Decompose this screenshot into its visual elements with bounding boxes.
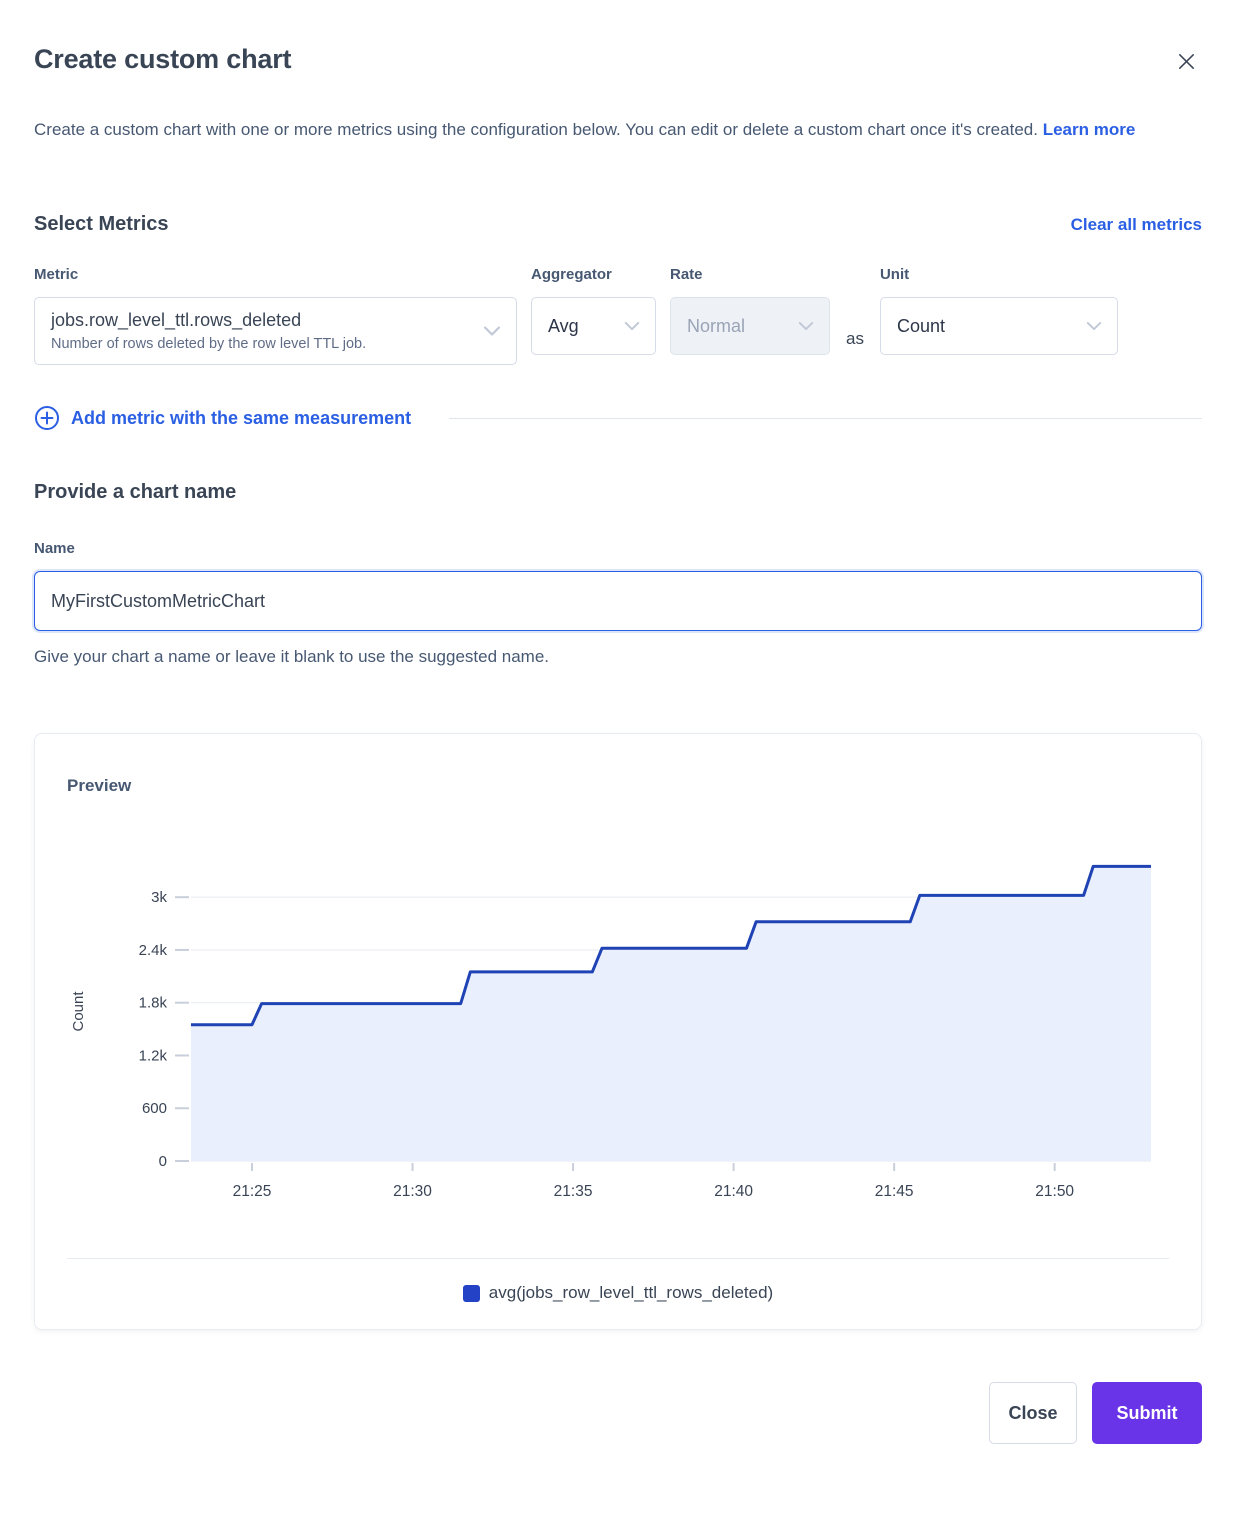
legend-divider xyxy=(67,1258,1169,1259)
svg-text:21:30: 21:30 xyxy=(393,1183,432,1200)
legend-swatch xyxy=(462,1284,480,1302)
dialog-description: Create a custom chart with one or more m… xyxy=(34,111,1194,149)
unit-column: Unit Count xyxy=(879,266,1118,365)
metric-label: Metric xyxy=(34,266,79,283)
preview-card: Preview 0 600 1.2k 1.8k 2.4k 3k 21:25 21:30 21:3… xyxy=(34,733,1202,1330)
clear-all-metrics-link[interactable]: Clear all metrics xyxy=(1070,215,1202,234)
legend-series-label: avg(jobs_row_level_ttl_rows_deleted) xyxy=(488,1283,774,1302)
description-text: Create a custom chart with one or more m… xyxy=(34,120,1038,139)
dialog-footer: Close Submit xyxy=(34,1382,1202,1444)
rate-select-value: Normal xyxy=(687,315,746,336)
metric-section-divider xyxy=(449,417,1202,419)
close-icon xyxy=(1175,54,1198,76)
chart-name-input[interactable] xyxy=(34,571,1202,631)
metric-select-description: Number of rows deleted by the row level … xyxy=(51,336,367,352)
svg-text:600: 600 xyxy=(142,1100,167,1117)
select-metrics-header: Select Metrics Clear all metrics xyxy=(34,213,1202,236)
svg-text:Count: Count xyxy=(70,991,87,1032)
svg-text:1.2k: 1.2k xyxy=(139,1047,168,1064)
unit-select-value: Count xyxy=(896,315,946,336)
svg-text:1.8k: 1.8k xyxy=(139,995,168,1012)
add-metric-link[interactable]: Add metric with the same measurement xyxy=(34,405,411,431)
page-title: Create custom chart xyxy=(34,44,292,74)
chart-name-heading: Provide a chart name xyxy=(34,481,237,503)
chart-legend: avg(jobs_row_level_ttl_rows_deleted) xyxy=(67,1283,1169,1303)
svg-text:3k: 3k xyxy=(151,889,167,906)
svg-text:0: 0 xyxy=(159,1153,167,1170)
name-helper-text: Give your chart a name or leave it blank… xyxy=(34,647,550,666)
rate-column: Rate Normal xyxy=(670,266,830,365)
rate-label: Rate xyxy=(670,266,703,283)
svg-text:21:45: 21:45 xyxy=(875,1183,914,1200)
svg-text:2.4k: 2.4k xyxy=(139,942,168,959)
chevron-down-icon xyxy=(483,326,501,337)
dialog-header: Create custom chart xyxy=(34,44,1202,77)
svg-text:21:25: 21:25 xyxy=(233,1183,272,1200)
chevron-down-icon xyxy=(624,321,640,331)
preview-heading: Preview xyxy=(67,776,132,795)
submit-button[interactable]: Submit xyxy=(1092,1382,1202,1444)
unit-label: Unit xyxy=(879,266,910,283)
add-metric-link-label: Add metric with the same measurement xyxy=(71,407,412,428)
close-button[interactable]: Close xyxy=(989,1382,1077,1444)
chevron-down-icon xyxy=(1086,321,1102,331)
rate-select-disabled: Normal xyxy=(670,297,830,355)
create-custom-chart-dialog: Create custom chart Create a custom char… xyxy=(34,44,1202,1444)
as-connector-label: as xyxy=(846,329,864,348)
metric-column: Metric jobs.row_level_ttl.rows_deleted N… xyxy=(34,266,517,365)
plus-circle-icon xyxy=(34,405,60,431)
aggregator-select-value: Avg xyxy=(548,315,579,336)
aggregator-label: Aggregator xyxy=(531,266,612,283)
metric-select[interactable]: jobs.row_level_ttl.rows_deleted Number o… xyxy=(34,297,517,365)
unit-select[interactable]: Count xyxy=(879,297,1118,355)
svg-text:21:50: 21:50 xyxy=(1035,1183,1074,1200)
close-dialog-button[interactable] xyxy=(1171,46,1202,77)
add-metric-row: Add metric with the same measurement xyxy=(34,405,1202,431)
preview-chart-svg: 0 600 1.2k 1.8k 2.4k 3k 21:25 21:30 21:35 21:40 21… xyxy=(70,864,1151,1200)
aggregator-column: Aggregator Avg xyxy=(531,266,656,365)
metric-config-row: Metric jobs.row_level_ttl.rows_deleted N… xyxy=(34,266,1202,365)
aggregator-select[interactable]: Avg xyxy=(531,297,656,355)
svg-text:21:40: 21:40 xyxy=(714,1183,753,1200)
select-metrics-heading: Select Metrics xyxy=(34,213,169,235)
chevron-down-icon xyxy=(798,321,814,331)
name-label: Name xyxy=(34,540,75,557)
learn-more-link[interactable]: Learn more xyxy=(1042,120,1136,139)
metric-select-value: jobs.row_level_ttl.rows_deleted xyxy=(51,310,302,330)
svg-text:21:35: 21:35 xyxy=(554,1183,593,1200)
